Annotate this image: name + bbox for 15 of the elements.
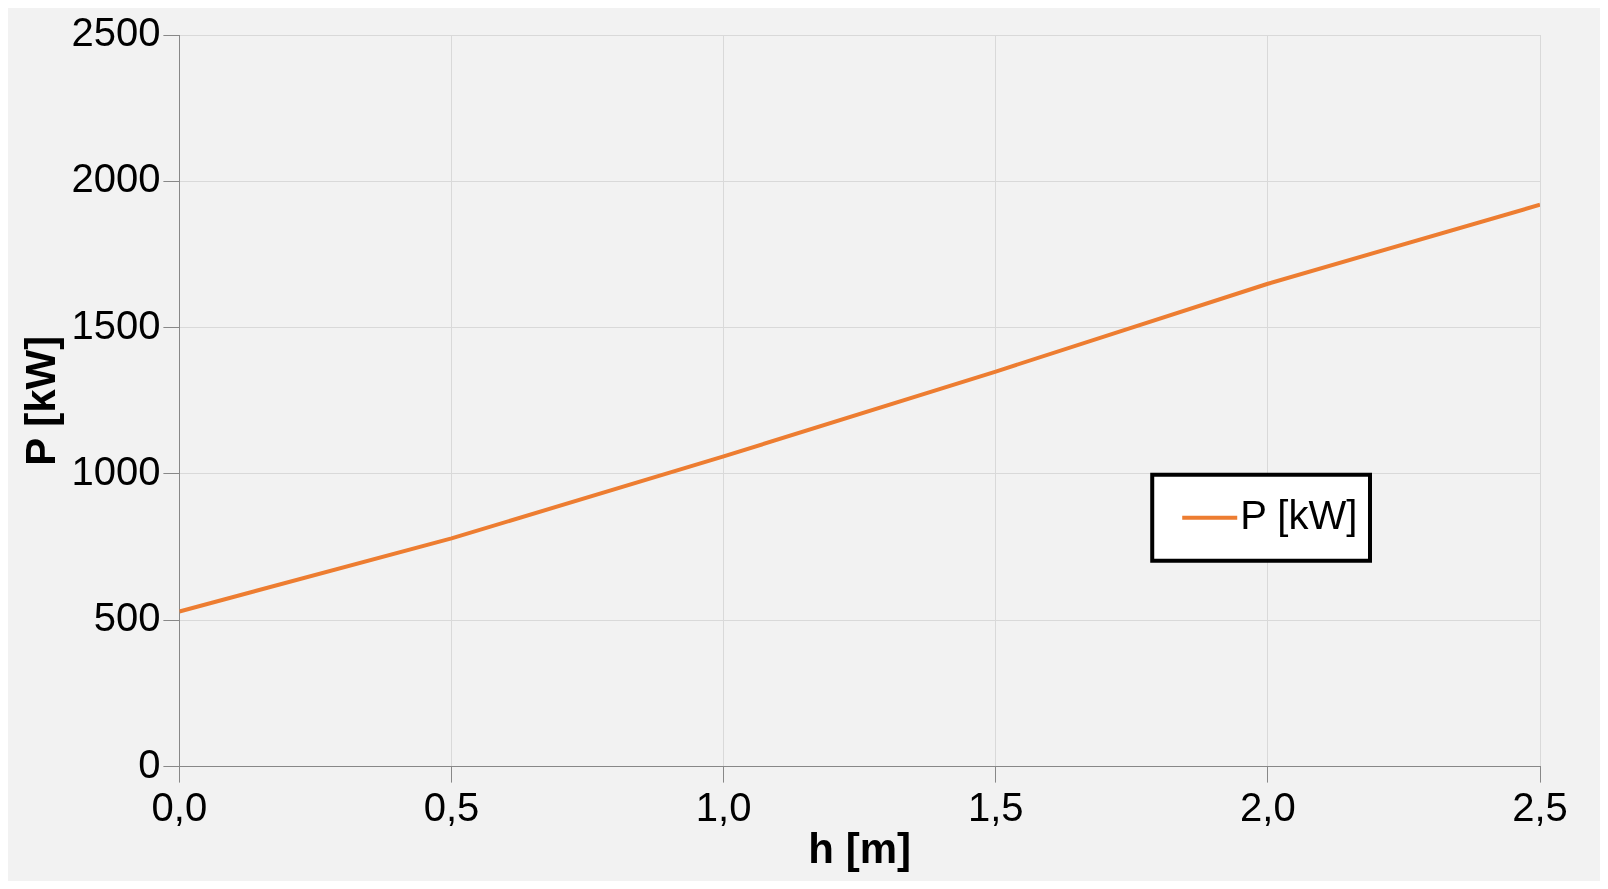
x-tick-label: 1,0 bbox=[695, 784, 752, 829]
y-tick-label: 0 bbox=[138, 741, 161, 786]
x-tick-label: 0,5 bbox=[423, 784, 480, 829]
x-tick-label: 2,5 bbox=[1512, 784, 1568, 829]
y-tick-label: 500 bbox=[93, 595, 161, 640]
x-tick-label: 2,0 bbox=[1240, 784, 1296, 829]
y-tick-label: 1000 bbox=[71, 448, 161, 493]
y-tick-label: 2000 bbox=[71, 156, 161, 201]
y-tick-label: 1500 bbox=[71, 302, 161, 347]
y-tick-label: 2500 bbox=[71, 10, 161, 55]
legend-label: P [kW] bbox=[1240, 492, 1358, 537]
y-axis-title: P [kW] bbox=[16, 335, 64, 466]
x-tick-label: 1,5 bbox=[967, 784, 1024, 829]
x-tick-label: 0,0 bbox=[151, 784, 208, 829]
x-axis-title: h [m] bbox=[808, 825, 912, 873]
